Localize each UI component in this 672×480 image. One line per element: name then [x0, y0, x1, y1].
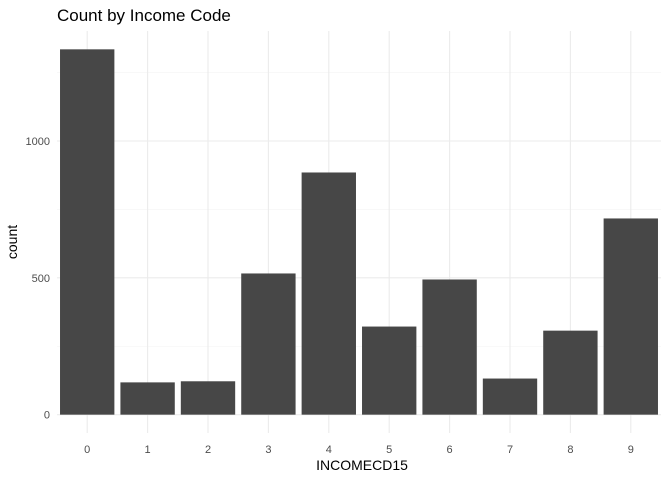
y-axis-title: count [4, 225, 20, 259]
x-tick-label: 3 [265, 444, 271, 456]
y-tick-label: 1000 [26, 136, 50, 148]
bar-6 [422, 279, 477, 415]
x-axis-title: INCOMECD15 [316, 457, 408, 473]
chart-title: Count by Income Code [57, 6, 231, 25]
x-tick-label: 1 [145, 444, 151, 456]
x-tick-label: 5 [386, 444, 392, 456]
bar-7 [482, 378, 538, 415]
bar-8 [543, 330, 598, 415]
bar-5 [362, 326, 417, 415]
bar-0 [60, 49, 115, 415]
bar-9 [603, 218, 658, 415]
x-tick-label: 2 [205, 444, 211, 456]
bar-1 [120, 382, 175, 415]
x-tick-label: 4 [326, 444, 332, 456]
y-tick-label: 500 [32, 273, 50, 285]
x-axis-tick-labels: 0 1 2 3 4 5 6 7 8 9 [84, 444, 634, 456]
x-tick-label: 0 [84, 444, 90, 456]
bar-4 [301, 172, 356, 415]
x-tick-label: 7 [507, 444, 513, 456]
x-tick-label: 6 [447, 444, 453, 456]
bar-3 [241, 273, 296, 415]
x-tick-label: 8 [567, 444, 573, 456]
bar-2 [180, 381, 236, 415]
y-tick-label: 0 [44, 410, 50, 422]
y-axis-tick-labels: 0 500 1000 [26, 136, 50, 422]
x-tick-label: 9 [628, 444, 634, 456]
bars [60, 49, 658, 415]
